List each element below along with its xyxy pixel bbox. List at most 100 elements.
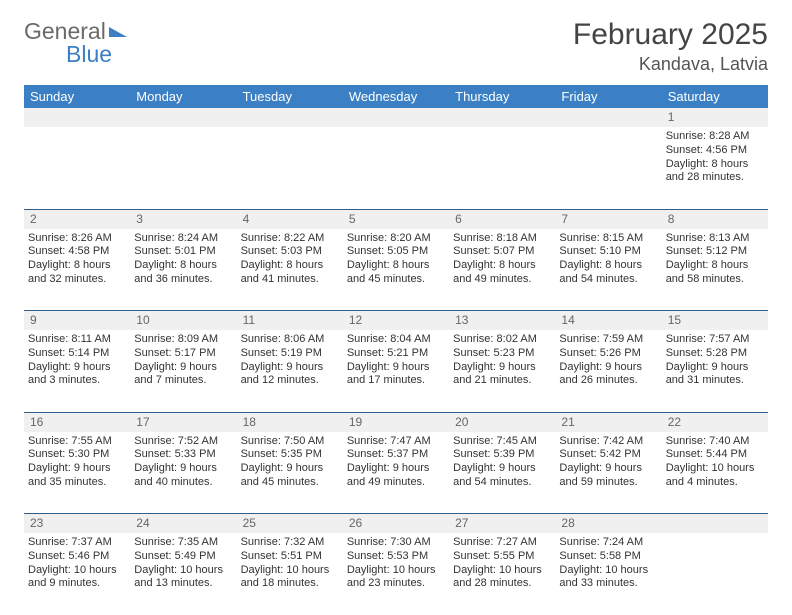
daylight-text: Daylight: 8 hours and 45 minutes. [347, 259, 445, 287]
daylight-text: Daylight: 9 hours and 17 minutes. [347, 361, 445, 389]
daylight-text: Daylight: 9 hours and 40 minutes. [134, 462, 232, 490]
day-cell: Sunrise: 8:09 AMSunset: 5:17 PMDaylight:… [130, 330, 236, 412]
sunrise-text: Sunrise: 8:18 AM [453, 232, 551, 246]
weekday-header: Thursday [449, 85, 555, 108]
daylight-text: Daylight: 9 hours and 21 minutes. [453, 361, 551, 389]
sunrise-text: Sunrise: 8:26 AM [28, 232, 126, 246]
day-cell: Sunrise: 8:13 AMSunset: 5:12 PMDaylight:… [662, 229, 768, 311]
sunset-text: Sunset: 5:58 PM [559, 550, 657, 564]
daylight-text: Daylight: 8 hours and 41 minutes. [241, 259, 339, 287]
sunset-text: Sunset: 5:44 PM [666, 448, 764, 462]
day-cell [343, 127, 449, 209]
sunrise-text: Sunrise: 7:24 AM [559, 536, 657, 550]
detail-row: Sunrise: 8:11 AMSunset: 5:14 PMDaylight:… [24, 330, 768, 412]
sunset-text: Sunset: 5:39 PM [453, 448, 551, 462]
daylight-text: Daylight: 9 hours and 12 minutes. [241, 361, 339, 389]
daynum-row: 1 [24, 108, 768, 127]
day-cell: Sunrise: 8:28 AMSunset: 4:56 PMDaylight:… [662, 127, 768, 209]
daylight-text: Daylight: 10 hours and 33 minutes. [559, 564, 657, 592]
sunrise-text: Sunrise: 8:15 AM [559, 232, 657, 246]
daylight-text: Daylight: 9 hours and 3 minutes. [28, 361, 126, 389]
sunset-text: Sunset: 5:05 PM [347, 245, 445, 259]
day-number: 20 [449, 412, 555, 432]
day-number: 15 [662, 311, 768, 331]
day-cell [555, 127, 661, 209]
day-cell: Sunrise: 8:20 AMSunset: 5:05 PMDaylight:… [343, 229, 449, 311]
day-number: 10 [130, 311, 236, 331]
day-cell: Sunrise: 7:30 AMSunset: 5:53 PMDaylight:… [343, 533, 449, 615]
sunset-text: Sunset: 5:19 PM [241, 347, 339, 361]
daylight-text: Daylight: 8 hours and 54 minutes. [559, 259, 657, 287]
day-cell: Sunrise: 7:52 AMSunset: 5:33 PMDaylight:… [130, 432, 236, 514]
day-cell: Sunrise: 8:04 AMSunset: 5:21 PMDaylight:… [343, 330, 449, 412]
sunset-text: Sunset: 5:21 PM [347, 347, 445, 361]
day-number: 21 [555, 412, 661, 432]
day-cell: Sunrise: 7:55 AMSunset: 5:30 PMDaylight:… [24, 432, 130, 514]
sunrise-text: Sunrise: 7:35 AM [134, 536, 232, 550]
day-number [24, 108, 130, 127]
sunrise-text: Sunrise: 8:20 AM [347, 232, 445, 246]
day-cell: Sunrise: 8:11 AMSunset: 5:14 PMDaylight:… [24, 330, 130, 412]
day-cell: Sunrise: 7:35 AMSunset: 5:49 PMDaylight:… [130, 533, 236, 615]
sunrise-text: Sunrise: 7:55 AM [28, 435, 126, 449]
day-number: 12 [343, 311, 449, 331]
title-block: February 2025 Kandava, Latvia [573, 18, 768, 75]
sunset-text: Sunset: 5:26 PM [559, 347, 657, 361]
day-number [343, 108, 449, 127]
daynum-row: 16171819202122 [24, 412, 768, 432]
sunrise-text: Sunrise: 7:27 AM [453, 536, 551, 550]
sunset-text: Sunset: 5:35 PM [241, 448, 339, 462]
day-number: 22 [662, 412, 768, 432]
sunset-text: Sunset: 5:12 PM [666, 245, 764, 259]
day-number: 23 [24, 514, 130, 534]
day-number: 28 [555, 514, 661, 534]
calendar-table: Sunday Monday Tuesday Wednesday Thursday… [24, 85, 768, 615]
day-cell [24, 127, 130, 209]
day-number [237, 108, 343, 127]
sunrise-text: Sunrise: 8:09 AM [134, 333, 232, 347]
daylight-text: Daylight: 9 hours and 26 minutes. [559, 361, 657, 389]
sunset-text: Sunset: 5:55 PM [453, 550, 551, 564]
daynum-row: 9101112131415 [24, 311, 768, 331]
day-cell: Sunrise: 8:18 AMSunset: 5:07 PMDaylight:… [449, 229, 555, 311]
sunrise-text: Sunrise: 7:30 AM [347, 536, 445, 550]
sunset-text: Sunset: 5:07 PM [453, 245, 551, 259]
brand-part2: Blue [66, 41, 169, 68]
weekday-header-row: Sunday Monday Tuesday Wednesday Thursday… [24, 85, 768, 108]
day-cell [237, 127, 343, 209]
day-number [449, 108, 555, 127]
daynum-row: 2345678 [24, 209, 768, 229]
daylight-text: Daylight: 9 hours and 31 minutes. [666, 361, 764, 389]
detail-row: Sunrise: 8:28 AMSunset: 4:56 PMDaylight:… [24, 127, 768, 209]
day-cell: Sunrise: 7:24 AMSunset: 5:58 PMDaylight:… [555, 533, 661, 615]
header: General Blue February 2025 Kandava, Latv… [24, 18, 768, 75]
day-cell: Sunrise: 8:06 AMSunset: 5:19 PMDaylight:… [237, 330, 343, 412]
day-cell: Sunrise: 7:57 AMSunset: 5:28 PMDaylight:… [662, 330, 768, 412]
daylight-text: Daylight: 10 hours and 13 minutes. [134, 564, 232, 592]
daylight-text: Daylight: 9 hours and 45 minutes. [241, 462, 339, 490]
day-cell: Sunrise: 8:15 AMSunset: 5:10 PMDaylight:… [555, 229, 661, 311]
weekday-header: Sunday [24, 85, 130, 108]
weekday-header: Saturday [662, 85, 768, 108]
day-cell [662, 533, 768, 615]
day-number: 6 [449, 209, 555, 229]
day-cell: Sunrise: 8:02 AMSunset: 5:23 PMDaylight:… [449, 330, 555, 412]
brand-logo: General Blue [24, 18, 127, 72]
sunset-text: Sunset: 4:56 PM [666, 144, 764, 158]
daylight-text: Daylight: 8 hours and 32 minutes. [28, 259, 126, 287]
day-cell: Sunrise: 7:40 AMSunset: 5:44 PMDaylight:… [662, 432, 768, 514]
detail-row: Sunrise: 7:37 AMSunset: 5:46 PMDaylight:… [24, 533, 768, 615]
daylight-text: Daylight: 8 hours and 36 minutes. [134, 259, 232, 287]
day-cell: Sunrise: 7:47 AMSunset: 5:37 PMDaylight:… [343, 432, 449, 514]
sunrise-text: Sunrise: 8:02 AM [453, 333, 551, 347]
sunset-text: Sunset: 5:30 PM [28, 448, 126, 462]
sunrise-text: Sunrise: 7:47 AM [347, 435, 445, 449]
daylight-text: Daylight: 10 hours and 23 minutes. [347, 564, 445, 592]
weekday-header: Monday [130, 85, 236, 108]
day-number: 26 [343, 514, 449, 534]
sunset-text: Sunset: 5:53 PM [347, 550, 445, 564]
logo-triangle-icon [109, 27, 127, 37]
day-cell [130, 127, 236, 209]
sunset-text: Sunset: 5:03 PM [241, 245, 339, 259]
page-title: February 2025 [573, 18, 768, 52]
